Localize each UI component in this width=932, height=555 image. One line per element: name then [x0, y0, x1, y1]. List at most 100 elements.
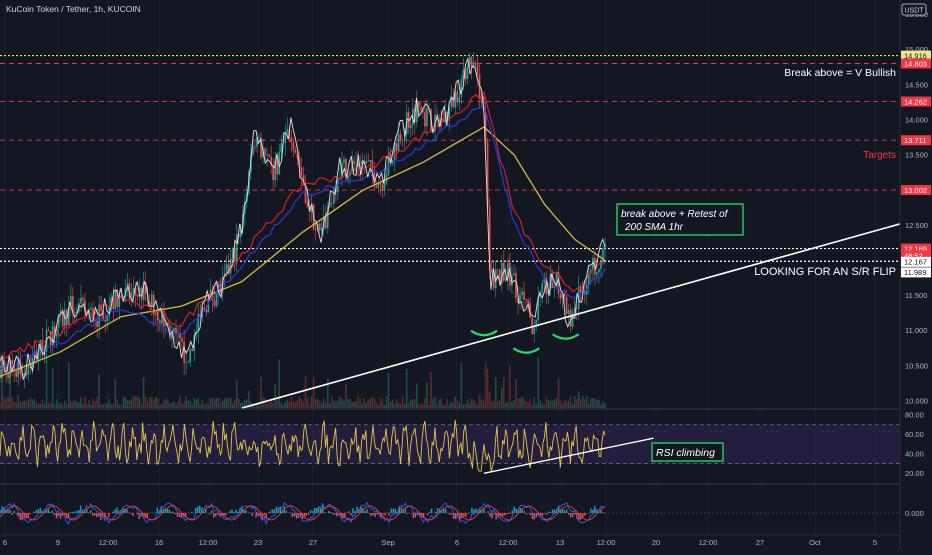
macd-hist-bar: [112, 512, 113, 513]
macd-hist-bar: [391, 509, 392, 513]
price-tick-label: 14.000: [905, 115, 928, 124]
volume-bar: [280, 403, 282, 408]
volume-bar: [584, 400, 586, 408]
volume-bar: [475, 402, 477, 408]
macd-hist-bar: [167, 509, 168, 513]
candle-body: [216, 294, 218, 306]
macd-hist-bar: [473, 509, 474, 513]
volume-bar: [442, 405, 444, 408]
price-tick-label: 11.500: [905, 291, 927, 300]
candle-body: [347, 176, 349, 180]
volume-bar: [100, 405, 102, 408]
rsi-tick-label: 60.00: [905, 430, 924, 439]
volume-bar: [448, 405, 450, 408]
volume-bar: [113, 404, 115, 408]
volume-bar: [92, 398, 94, 408]
candle-body: [177, 334, 179, 335]
time-tick-label: 27: [309, 538, 317, 547]
candle-body: [191, 349, 193, 351]
macd-hist-bar: [314, 508, 315, 513]
candle-body: [353, 161, 355, 164]
candle-body: [285, 132, 287, 143]
macd-hist-bar: [405, 509, 406, 513]
volume-bar: [238, 398, 240, 408]
volume-bar: [232, 403, 234, 408]
volume-bar: [30, 397, 32, 408]
volume-bar: [568, 401, 570, 408]
macd-hist-bar: [590, 509, 591, 513]
time-tick-label: 12:00: [99, 538, 118, 547]
candle-body: [426, 108, 428, 126]
volume-bar: [321, 404, 323, 408]
volume-bar: [222, 401, 224, 408]
volume-bar: [481, 399, 483, 408]
volume-bar: [465, 404, 467, 408]
macd-hist-bar: [376, 513, 377, 514]
macd-hist-bar: [173, 512, 174, 513]
volume-bar: [513, 400, 515, 408]
volume-bar: [505, 403, 507, 408]
volume-bar: [224, 398, 226, 408]
chart-title: KuCoin Token / Tether, 1h, KUCOIN: [6, 4, 141, 14]
volume-bar: [119, 404, 121, 408]
candle-body: [396, 143, 398, 151]
candle-body: [214, 301, 216, 307]
currency-label: USDT: [904, 8, 924, 15]
candle-body: [82, 298, 84, 301]
volume-bar: [531, 405, 533, 408]
volume-bar: [121, 405, 123, 408]
macd-hist-bar: [249, 512, 250, 513]
macd-hist-bar: [233, 512, 234, 513]
macd-hist-bar: [255, 513, 256, 517]
volume-bar: [163, 400, 165, 408]
volume-bar: [489, 393, 491, 408]
volume-bar: [297, 400, 299, 408]
volume-bar: [507, 403, 509, 408]
volume-bar: [115, 379, 117, 408]
macd-hist-bar: [15, 513, 16, 514]
volume-bar: [388, 373, 390, 408]
volume-bar: [430, 373, 432, 408]
volume-bar: [258, 404, 260, 408]
candle-body: [477, 65, 479, 75]
macd-hist-bar: [344, 513, 345, 517]
volume-bar: [596, 400, 598, 408]
macd-hist-bar: [348, 511, 349, 513]
volume-bar: [315, 399, 317, 408]
macd-hist-bar: [508, 513, 509, 514]
macd-hist-bar: [88, 513, 89, 514]
macd-hist-bar: [483, 508, 484, 513]
macd-hist-bar: [9, 510, 10, 513]
candle-body: [307, 203, 309, 207]
volume-bar: [554, 400, 556, 408]
volume-bar: [572, 404, 574, 408]
volume-bar: [313, 377, 315, 408]
macd-hist-bar: [177, 513, 178, 517]
time-tick-label: 12:00: [499, 538, 518, 547]
macd-hist-bar: [225, 513, 226, 515]
volume-bar: [179, 397, 181, 408]
volume-bar: [560, 401, 562, 408]
volume-bar: [398, 403, 400, 408]
volume-bar: [299, 396, 301, 408]
price-tick-label: 12.500: [905, 221, 928, 230]
volume-bar: [74, 400, 76, 408]
volume-bar: [473, 400, 475, 408]
volume-bar: [578, 391, 580, 408]
candle-body: [11, 360, 13, 364]
macd-hist-bar: [231, 510, 232, 513]
volume-bar: [270, 400, 272, 408]
candle-body: [185, 363, 187, 364]
volume-bar: [78, 402, 80, 408]
volume-bar: [88, 400, 90, 408]
macd-tick-label: 0.000: [905, 509, 924, 518]
volume-bar: [131, 399, 133, 408]
volume-bar: [525, 401, 527, 408]
time-tick-label: 12:00: [597, 538, 616, 547]
volume-bar: [343, 401, 345, 408]
volume-bar: [337, 401, 339, 408]
volume-bar: [424, 398, 426, 408]
macd-hist-bar: [56, 513, 57, 518]
macd-hist-bar: [251, 513, 252, 516]
